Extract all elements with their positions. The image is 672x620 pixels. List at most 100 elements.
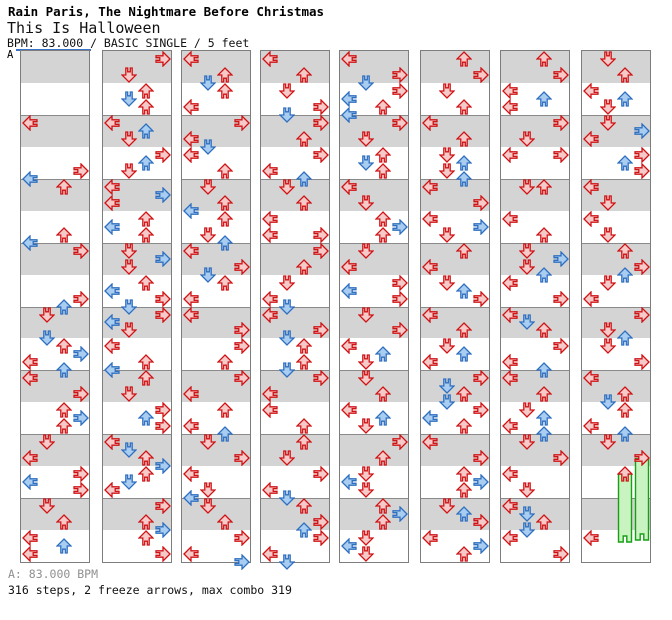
arrow-u-4th <box>536 226 552 243</box>
arrow-u-4th <box>56 514 72 530</box>
arrow-u-4th <box>296 434 312 450</box>
arrow-l-4th <box>502 98 518 115</box>
measure-line <box>21 370 89 372</box>
arrow-l-4th <box>262 482 278 499</box>
arrow-d-4th <box>439 338 455 355</box>
arrow-l-8th <box>341 538 357 555</box>
arrow-l-4th <box>104 114 120 131</box>
arrow-d-4th <box>121 386 137 403</box>
measure-line <box>103 178 171 180</box>
arrow-u-4th <box>456 322 472 339</box>
arrow-d-4th <box>358 418 374 435</box>
arrow-d-4th <box>39 434 55 451</box>
arrow-r-4th <box>73 242 89 259</box>
measure-line <box>501 498 569 500</box>
measure-line <box>261 434 329 436</box>
arrow-l-4th <box>341 338 357 355</box>
arrow-d-4th <box>439 147 455 163</box>
arrow-d-8th <box>279 362 295 379</box>
arrow-r-4th <box>473 370 489 387</box>
arrow-l-4th <box>183 306 199 323</box>
arrow-l-4th <box>583 290 599 307</box>
measure-line <box>261 498 329 500</box>
arrow-r-4th <box>155 290 171 307</box>
arrow-r-4th <box>392 434 408 451</box>
arrow-r-4th <box>553 546 569 563</box>
arrow-d-4th <box>200 434 216 451</box>
chart-column-8 <box>581 50 651 563</box>
arrow-r-4th <box>634 258 650 275</box>
chart-column-4 <box>260 50 330 570</box>
measure-line <box>261 306 329 308</box>
arrow-r-4th <box>553 290 569 307</box>
arrow-d-8th <box>200 266 216 283</box>
arrow-l-4th <box>502 530 518 547</box>
arrow-r-4th <box>313 146 329 163</box>
arrow-l-4th <box>183 290 199 307</box>
arrow-u-4th <box>375 162 391 179</box>
arrow-l-4th <box>422 210 438 227</box>
arrow-r-4th <box>634 162 650 179</box>
arrow-r-4th <box>473 194 489 211</box>
arrow-r-4th <box>473 402 489 419</box>
measure-line <box>582 370 650 372</box>
arrow-r-4th <box>155 546 171 563</box>
arrow-r-8th <box>73 346 89 363</box>
arrow-u-4th <box>617 402 633 418</box>
arrow-u-8th <box>536 410 552 426</box>
arrow-d-8th <box>279 490 295 507</box>
arrow-d-4th <box>358 242 374 259</box>
arrow-d-4th <box>121 131 137 147</box>
arrow-d-4th <box>439 498 455 515</box>
arrow-r-4th <box>313 370 329 387</box>
measure-line <box>103 242 171 244</box>
arrow-d-4th <box>279 274 295 291</box>
arrow-d-4th <box>600 115 616 131</box>
arrow-r-8th <box>553 250 569 267</box>
arrow-l-4th <box>183 242 199 259</box>
arrow-l-4th <box>583 82 599 99</box>
arrow-d-8th <box>519 506 535 523</box>
arrow-u-8th <box>617 91 633 107</box>
arrow-u-4th <box>138 210 154 227</box>
arrow-r-4th <box>634 450 650 467</box>
arrow-l-4th <box>502 274 518 291</box>
arrow-r-8th <box>634 122 650 139</box>
measure-line <box>261 178 329 180</box>
arrow-l-4th <box>183 418 199 435</box>
arrow-u-4th <box>536 322 552 339</box>
arrow-u-4th <box>375 450 391 466</box>
arrow-d-8th <box>200 75 216 91</box>
arrow-d-4th <box>358 370 374 387</box>
measure-line <box>501 434 569 436</box>
measure-line <box>21 114 89 116</box>
arrow-r-4th <box>155 146 171 163</box>
arrow-r-8th <box>392 218 408 235</box>
arrow-d-4th <box>519 258 535 275</box>
measure-stripe <box>261 434 329 467</box>
arrow-u-4th <box>456 242 472 259</box>
arrow-u-4th <box>617 466 633 482</box>
arrow-r-8th <box>473 538 489 555</box>
measure-line <box>103 114 171 116</box>
arrow-u-4th <box>138 274 154 291</box>
arrow-d-4th <box>600 227 616 243</box>
chart-column-5 <box>339 50 409 563</box>
arrow-l-4th <box>262 386 278 403</box>
arrow-u-4th <box>217 514 233 530</box>
measure-line <box>421 498 489 500</box>
arrow-u-8th <box>138 410 154 426</box>
arrow-d-4th <box>200 482 216 499</box>
arrow-r-4th <box>73 162 89 179</box>
arrow-r-8th <box>73 410 89 427</box>
measure-line <box>501 242 569 244</box>
arrow-l-4th <box>262 290 278 307</box>
arrow-l-4th <box>104 338 120 355</box>
arrow-r-4th <box>234 258 250 275</box>
arrow-u-4th <box>138 466 154 482</box>
arrow-r-4th <box>155 418 171 435</box>
arrow-d-8th <box>200 139 216 155</box>
measure-line <box>103 434 171 436</box>
arrow-r-4th <box>553 338 569 355</box>
measure-stripe <box>182 498 250 531</box>
